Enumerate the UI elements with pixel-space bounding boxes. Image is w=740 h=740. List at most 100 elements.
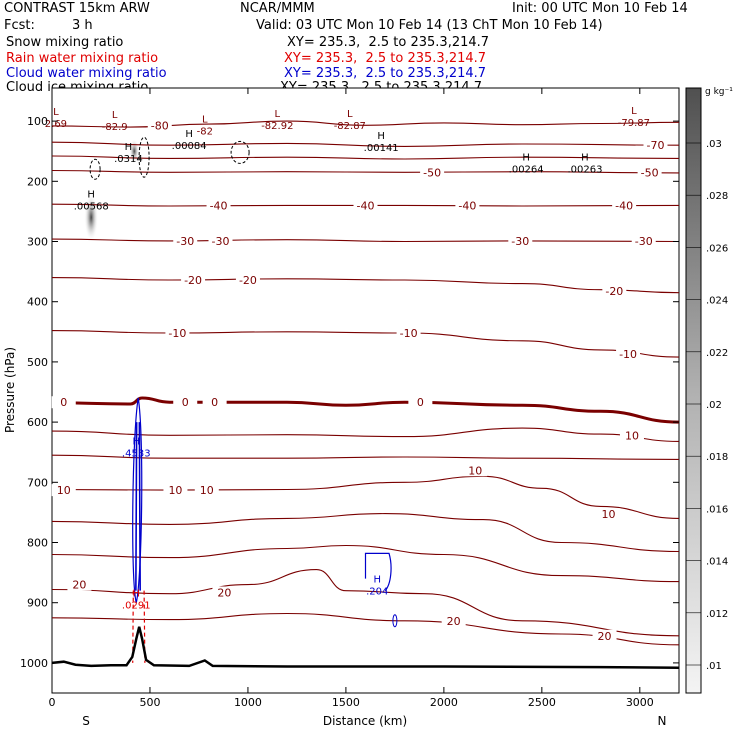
endpoint-south: S <box>82 714 90 728</box>
temperature-contour-line <box>51 569 680 637</box>
colorbar-unit: g kg⁻¹ <box>705 87 733 97</box>
extremum-value: .00141 <box>364 143 399 154</box>
contour-label-bg <box>463 464 488 477</box>
contour-label: 10 <box>601 508 615 521</box>
extremum-value: .0291 <box>122 601 151 612</box>
extremum-value: -82.9 <box>102 122 128 133</box>
contour-label-bg <box>353 199 378 212</box>
y-axis-title: Pressure (hPa) <box>3 347 17 433</box>
temperature-contour-line <box>51 427 680 442</box>
contour-label-bg <box>619 429 644 442</box>
extremum-value: -82.92 <box>261 121 293 132</box>
colorbar-tick-label: .028 <box>706 191 728 202</box>
extremum-value: .204 <box>366 586 388 597</box>
temperature-contour-line <box>51 454 680 460</box>
valid-time: Valid: 03 UTC Mon 10 Feb 14 (13 ChT Mon … <box>256 18 603 33</box>
y-tick-label: 900 <box>27 597 48 610</box>
contour-labels: -80 -70 -50 -50 -40 -40 -40 -40 -30 -30 -30 -30 -20 -… <box>51 119 668 643</box>
colorbar-tick-label: .012 <box>706 609 728 620</box>
x-tick-label: 3000 <box>626 696 654 709</box>
extremum-letter: L <box>347 109 353 120</box>
extremum-letter: L <box>631 106 637 117</box>
y-tick-label: 400 <box>27 296 48 309</box>
contour-label-bg <box>602 284 627 297</box>
contour-label: -20 <box>239 274 257 287</box>
extremum-value: -82.87 <box>334 121 366 132</box>
contour-label: -20 <box>184 274 202 287</box>
extremum-letter: L <box>53 107 59 118</box>
colorbar-tick-label: .02 <box>706 400 722 411</box>
x-tick-label: 0 <box>49 696 56 709</box>
forecast-hours: 3 h <box>72 18 93 33</box>
contour-label-bg <box>194 484 219 497</box>
model-title: CONTRAST 15km ARW <box>4 1 150 16</box>
temperature-contour-line <box>51 277 680 294</box>
extremum-letter: H <box>185 129 193 140</box>
contour-label: -40 <box>458 199 476 212</box>
extremum-letter: H <box>522 152 530 163</box>
extremum-letter: H <box>125 142 133 153</box>
contour-label-bg <box>202 396 227 409</box>
extremum-letter: L <box>112 110 118 121</box>
contour-label-bg <box>173 396 198 409</box>
temperature-contour-line <box>51 396 680 424</box>
contour-label: 0 <box>182 396 189 409</box>
contour-label-bg <box>208 234 233 247</box>
cloud-water-contour <box>392 614 398 628</box>
contour-label: -10 <box>400 327 418 340</box>
contour-label: -70 <box>647 139 665 152</box>
snow-shading-core <box>84 193 99 242</box>
y-tick-label: 1000 <box>20 657 48 670</box>
y-tick-label: 700 <box>27 476 48 489</box>
field-rain-name: Rain water mixing ratio <box>6 51 159 66</box>
colorbar-tick-label: .014 <box>706 557 728 568</box>
y-tick-label: 100 <box>27 115 48 128</box>
field-snow-name: Snow mixing ratio <box>6 35 124 50</box>
contour-label-bg <box>51 484 76 497</box>
contour-label-bg <box>455 199 480 212</box>
extremum-value: .00568 <box>74 202 109 213</box>
colorbar-tick-label: .01 <box>706 661 722 672</box>
terrain-line <box>51 626 680 669</box>
contour-label: 0 <box>417 396 424 409</box>
colorbar-tick-label: .024 <box>706 296 728 307</box>
snow-contour <box>89 158 101 180</box>
contour-label-bg <box>631 234 656 247</box>
contour-label: -40 <box>357 199 375 212</box>
contour-label-bg <box>173 234 198 247</box>
extremum-letter: L <box>275 109 281 120</box>
contour-label-bg <box>67 578 92 591</box>
field-cloudwater-name: Cloud water mixing ratio <box>6 66 167 81</box>
forecast-label: Fcst: <box>4 18 35 33</box>
contour-label-bg <box>592 629 617 642</box>
cloud-water-contour <box>132 397 143 603</box>
extremum-letter: H <box>581 152 589 163</box>
extremum-value: .00084 <box>172 141 207 152</box>
temperature-contour-line <box>51 544 680 583</box>
contour-label-bg <box>508 234 533 247</box>
contour-label: -80 <box>151 119 169 132</box>
contour-label: -10 <box>168 327 186 340</box>
contour-label: 20 <box>217 586 231 599</box>
extrema-labels: L2.69L-82.9L-82L-82.92L-82.87L-79.87H.03… <box>45 106 650 612</box>
colorbar-ticks: .01 .012 .014 .016 .018 .02 .022 .024 .026 .028 .0… <box>686 139 728 672</box>
contour-label: -20 <box>605 285 623 298</box>
temperature-contour-line <box>51 513 680 553</box>
extremum-letter: H <box>373 574 381 585</box>
center-label: NCAR/MMM <box>240 1 315 16</box>
extremum-letter: H <box>87 190 95 201</box>
contour-label-bg <box>596 508 621 521</box>
contour-label: 10 <box>200 484 214 497</box>
contour-label: 10 <box>625 429 639 442</box>
field-rain-xy: XY= 235.3, 2.5 to 235.3,214.7 <box>284 51 487 66</box>
cloud-water-core <box>135 422 141 591</box>
contour-label: 20 <box>72 579 86 592</box>
extremum-letter: H <box>377 131 385 142</box>
field-cloudwater-xy: XY= 235.3, 2.5 to 235.3,214.7 <box>284 66 487 81</box>
temperature-contour-line <box>51 169 680 174</box>
contour-label: -40 <box>615 199 633 212</box>
colorbar-tick-label: .026 <box>706 243 728 254</box>
contour-label-bg <box>165 327 190 340</box>
contour-label-bg <box>637 166 662 179</box>
